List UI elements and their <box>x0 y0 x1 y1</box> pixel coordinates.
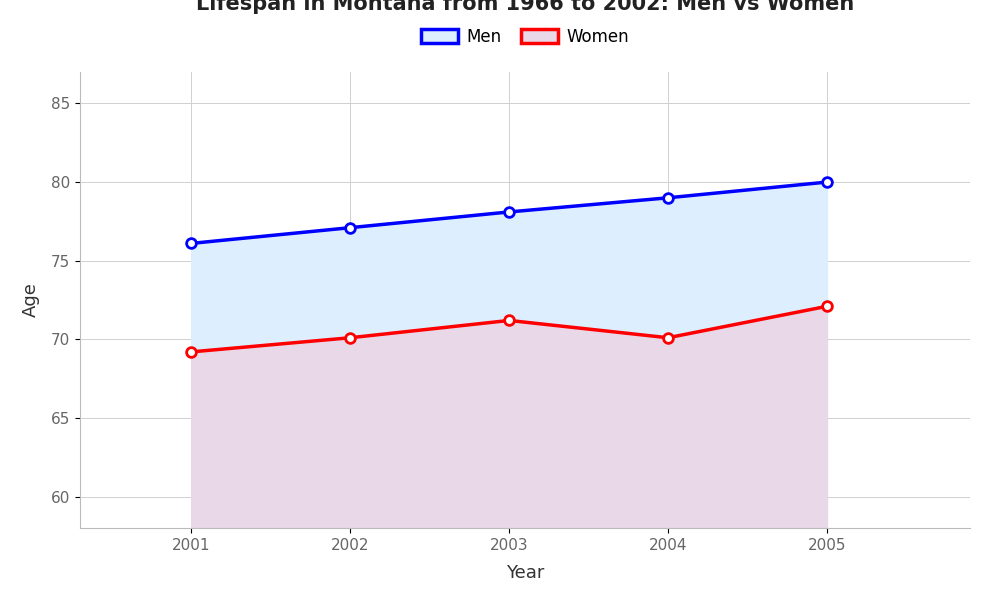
Y-axis label: Age: Age <box>22 283 40 317</box>
Title: Lifespan in Montana from 1966 to 2002: Men vs Women: Lifespan in Montana from 1966 to 2002: M… <box>196 0 854 13</box>
X-axis label: Year: Year <box>506 564 544 582</box>
Legend: Men, Women: Men, Women <box>414 21 636 52</box>
